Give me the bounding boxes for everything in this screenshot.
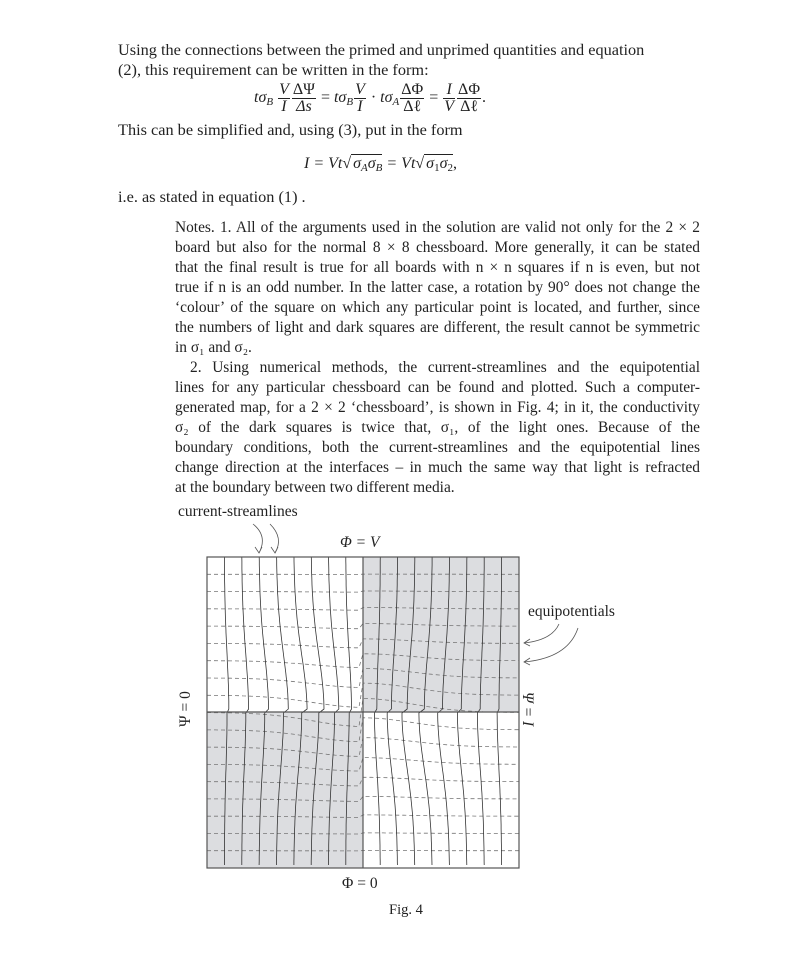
equipotential bbox=[207, 623, 519, 630]
label-psi-0: Ψ = 0 bbox=[176, 691, 194, 727]
notes-line: board but also for the normal 8 × 8 ches… bbox=[175, 239, 700, 256]
intro-line-2: (2), this requirement can be written in … bbox=[118, 60, 429, 79]
notes-line: Notes. 1. All of the arguments used in t… bbox=[175, 219, 700, 236]
ie-line: i.e. as stated in equation (1) . bbox=[118, 187, 306, 206]
fraction: ΔΨ Δs bbox=[291, 81, 316, 115]
sqrt-sign: √ bbox=[415, 155, 425, 172]
eq-dot: · bbox=[370, 89, 377, 107]
light-square bbox=[207, 557, 363, 712]
sqrt-sign: √ bbox=[342, 155, 352, 172]
light-square bbox=[363, 712, 519, 868]
notes-line: that the final result is true for all bo… bbox=[175, 259, 700, 276]
eq-mid: = Vt bbox=[382, 155, 416, 172]
streamline bbox=[224, 556, 230, 865]
eq-period: . bbox=[482, 89, 487, 107]
notes-line: generated map, for a 2 × 2 ‘chessboard’,… bbox=[175, 399, 700, 416]
label-equipotentials: equipotentials bbox=[528, 603, 615, 620]
equipotential bbox=[207, 653, 519, 668]
equation-2: I = Vt√ σAσB = Vt√ σ1σ2, bbox=[304, 154, 457, 178]
streamline bbox=[328, 557, 340, 865]
arrow-head bbox=[270, 546, 279, 554]
arrow-head bbox=[523, 657, 531, 666]
streamline bbox=[276, 556, 289, 866]
notes-line: 2. Using numerical methods, the current-… bbox=[190, 359, 700, 376]
arrow-head bbox=[254, 546, 263, 554]
board-border bbox=[206, 556, 520, 869]
eq-comma: , bbox=[452, 155, 457, 172]
fraction: ΔΦ Δℓ bbox=[400, 81, 425, 115]
notes-line: lines for any particular chessboard can … bbox=[175, 379, 700, 396]
notes-line: boundary conditions, both the current-st… bbox=[175, 439, 700, 456]
arrow-equipotential-1 bbox=[523, 623, 560, 644]
streamline bbox=[476, 557, 485, 866]
label-phi-0: Φ = 0 bbox=[342, 875, 378, 892]
label-phi-v: Φ = V bbox=[340, 534, 380, 551]
arrow-equipotential-2 bbox=[523, 627, 579, 663]
equation-1: tσB V I ΔΨ Δs = tσB V I · tσA ΔΦ Δℓ = I V ΔΦ Δℓ. bbox=[254, 82, 486, 115]
eq-term: tσ bbox=[254, 89, 267, 107]
streamline bbox=[345, 557, 352, 865]
fraction: ΔΦ Δℓ bbox=[457, 81, 482, 115]
notes-line: true if n is an odd number. In the latte… bbox=[175, 279, 700, 296]
streamline bbox=[374, 556, 381, 865]
streamline bbox=[401, 557, 416, 866]
streamline bbox=[456, 556, 468, 866]
streamline bbox=[293, 557, 308, 865]
radicand: σAσB bbox=[351, 154, 383, 174]
radicand: σ1σ2 bbox=[424, 154, 453, 174]
eq-sign: = bbox=[320, 89, 330, 107]
eq-term: tσ bbox=[380, 89, 393, 107]
figure-caption: Fig. 4 bbox=[389, 902, 423, 918]
notes-line: at the boundary between two different me… bbox=[175, 479, 455, 496]
notes-line: change direction at the interfaces – in … bbox=[175, 459, 700, 476]
simplify-line: This can be simplified and, using (3), p… bbox=[118, 120, 463, 139]
streamline bbox=[258, 556, 270, 866]
streamline bbox=[241, 556, 250, 865]
streamline bbox=[310, 556, 325, 865]
arrow-head bbox=[523, 638, 531, 647]
notes-line: ‘colour’ of the square on which any part… bbox=[175, 299, 700, 316]
eq-lhs: I = Vt bbox=[304, 155, 343, 172]
equipotential bbox=[207, 757, 519, 772]
streamlines bbox=[224, 556, 502, 866]
intro-line-1: Using the connections between the primed… bbox=[118, 40, 645, 59]
eq-sign: = bbox=[429, 89, 439, 107]
eq-sub: B bbox=[266, 96, 274, 109]
label-psi-i: Ψ = I bbox=[519, 691, 537, 727]
streamline bbox=[437, 557, 450, 866]
equipotential bbox=[207, 698, 519, 727]
streamline bbox=[386, 557, 398, 866]
dark-square bbox=[363, 557, 519, 712]
streamline bbox=[496, 557, 502, 866]
eq-sub: A bbox=[392, 96, 400, 109]
equipotential bbox=[207, 796, 519, 802]
streamline bbox=[418, 557, 433, 866]
notes-line: in σ₁ and σ₂. bbox=[175, 339, 252, 356]
dark-square bbox=[207, 712, 363, 868]
eq-term: tσ bbox=[333, 89, 347, 107]
notes-line: the numbers of light and dark squares ar… bbox=[175, 319, 700, 336]
notes-line: σ₂ of the dark squares is twice that, σ₁… bbox=[175, 419, 700, 436]
label-current-streamlines: current-streamlines bbox=[178, 503, 298, 520]
eq-sub: B bbox=[346, 96, 354, 109]
